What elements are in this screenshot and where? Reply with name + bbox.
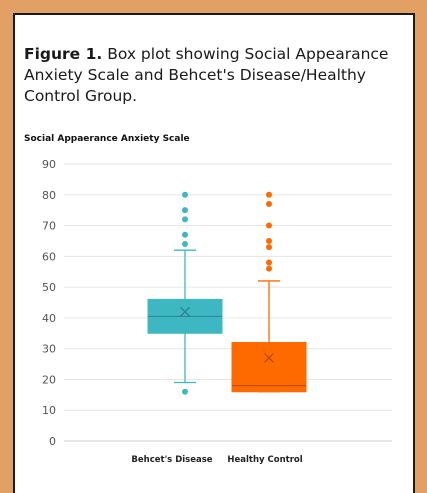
outlier-point (266, 191, 272, 198)
box-group (231, 191, 307, 393)
chart-title: Social Appaerance Anxiety Scale (24, 134, 190, 144)
y-tick-label: 20 (42, 373, 56, 386)
y-tick-label: 30 (42, 343, 56, 356)
outlier-point (182, 207, 188, 214)
y-tick-label: 10 (42, 404, 56, 417)
outlier-point (182, 388, 188, 395)
mean-marker (180, 306, 190, 317)
outlier-point (182, 231, 188, 238)
box-group (147, 191, 223, 395)
figure-label: Figure 1. (24, 45, 103, 63)
y-tick-label: 40 (42, 312, 56, 325)
outlier-point (266, 259, 272, 266)
y-axis-tick-labels: 0 10 20 30 40 50 60 70 80 90 (42, 158, 56, 448)
gridlines (64, 163, 392, 442)
category-label: Behcet's Disease (131, 455, 212, 465)
iqr-box (147, 298, 223, 334)
iqr-box (231, 342, 307, 393)
figure-caption-text: Box plot showing Social Appearance Anxie… (24, 45, 389, 105)
outlier-point (182, 216, 188, 223)
category-label: Healthy Control (227, 455, 302, 465)
figure-card (13, 13, 415, 493)
outlier-point (266, 265, 272, 272)
outlier-point (182, 191, 188, 198)
y-tick-label: 80 (42, 189, 56, 202)
y-tick-label: 90 (42, 158, 56, 171)
outlier-point (266, 201, 272, 208)
outlier-point (266, 237, 272, 244)
mean-marker (264, 353, 274, 363)
y-tick-label: 50 (42, 281, 56, 294)
y-tick-label: 60 (42, 250, 56, 263)
y-tick-label: 0 (49, 435, 56, 448)
x-axis-category-labels: Behcet's Disease Healthy Control (131, 455, 302, 465)
y-tick-label: 70 (42, 220, 56, 233)
box-series (147, 191, 307, 395)
outlier-point (182, 241, 188, 248)
outlier-point (266, 222, 272, 229)
outlier-point (266, 244, 272, 251)
figure-caption: Figure 1. Box plot showing Social Appear… (24, 44, 409, 107)
